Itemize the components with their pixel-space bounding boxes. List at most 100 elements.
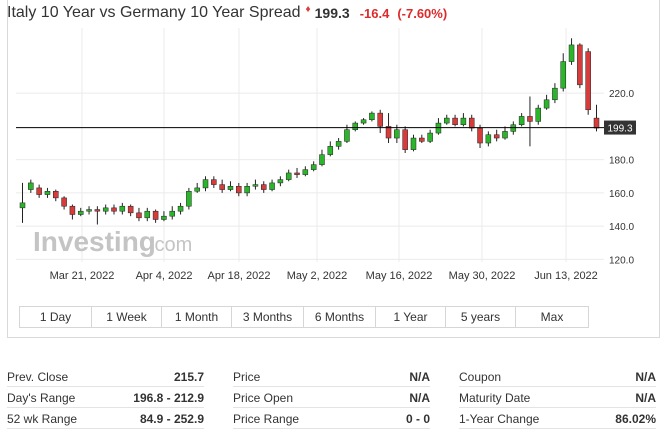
- candle-up: [302, 169, 309, 175]
- range-max[interactable]: Max: [540, 310, 564, 324]
- y-tick-label: 160.0: [609, 189, 634, 200]
- candle-down: [593, 117, 600, 129]
- stat-value: 196.8 - 212.9: [133, 390, 204, 405]
- candle-up: [560, 61, 566, 89]
- candle-up: [543, 99, 550, 109]
- candle-up: [277, 179, 284, 184]
- candle-down: [152, 210, 159, 220]
- candle-down: [211, 179, 217, 185]
- range-1-week[interactable]: 1 Week: [92, 307, 162, 327]
- candle-up: [552, 87, 558, 101]
- range-1-month[interactable]: 1 Month: [162, 307, 232, 327]
- candle-up: [310, 164, 317, 170]
- candle-up: [194, 187, 200, 192]
- stat-label: Day's Range: [7, 390, 76, 405]
- last-price-tag: [604, 120, 636, 135]
- candle-down: [127, 205, 134, 214]
- candle-up: [77, 210, 84, 215]
- candle-up: [427, 132, 433, 142]
- x-tick-label: Apr 4, 2022: [136, 270, 193, 282]
- candle-down: [452, 117, 458, 125]
- range-6-months[interactable]: 6 Months: [304, 307, 376, 327]
- candle-up: [410, 137, 417, 150]
- candlestick-chart: 120.0 140.0 160.0 180.0 220.0 Mar 21, 2022 Apr…: [16, 28, 636, 282]
- stat-row: Price Range 0 - 0: [233, 409, 430, 429]
- stat-label: Price Range: [233, 411, 300, 426]
- candle-down: [36, 187, 42, 195]
- range-5-years[interactable]: 5 years: [446, 307, 516, 327]
- chart-header: Italy 10 Year vs Germany 10 Year Spread …: [7, 2, 447, 24]
- candle-up: [86, 209, 92, 212]
- range-1-year[interactable]: 1 Year: [376, 307, 446, 327]
- candle-up: [161, 215, 167, 220]
- stat-row: Day's Range 196.8 - 212.9: [7, 388, 204, 408]
- candle-down: [419, 137, 425, 142]
- candle-up: [485, 134, 492, 144]
- price-change-percent: (-7.60%): [397, 5, 448, 21]
- x-tick-label: May 30, 2022: [449, 270, 516, 282]
- range-1-day[interactable]: 1 Day: [20, 307, 92, 327]
- last-price-tag-label: 199.3: [607, 124, 632, 135]
- stat-label: 52 wk Range: [7, 411, 78, 426]
- candle-up: [444, 117, 450, 124]
- stat-value: 0 - 0: [405, 411, 430, 426]
- candle-up: [252, 184, 259, 187]
- candle-up: [169, 210, 175, 217]
- x-tick-label: Jun 13, 2022: [534, 270, 598, 282]
- candle-down: [294, 172, 300, 175]
- stat-value: 215.7: [173, 369, 204, 384]
- price-change: -16.4: [359, 5, 390, 21]
- stat-label: Price Open: [233, 390, 294, 405]
- chart-panel: [7, 0, 660, 338]
- candle-up: [568, 44, 575, 62]
- alert-star-icon[interactable]: ♦: [305, 3, 311, 15]
- candle-up: [327, 146, 334, 155]
- y-tick-label: 140.0: [609, 222, 634, 233]
- candle-up: [518, 116, 525, 125]
- stat-value: N/A: [409, 390, 430, 405]
- instrument-title: Italy 10 Year vs Germany 10 Year Spread: [7, 4, 301, 21]
- stat-value: 84.9 - 252.9: [139, 411, 204, 426]
- candle-down: [585, 51, 591, 111]
- x-tick-label: May 16, 2022: [366, 270, 433, 282]
- stat-label: 1-Year Change: [459, 411, 540, 426]
- y-tick-label: 220.0: [609, 89, 634, 100]
- candle-up: [186, 190, 192, 207]
- stat-row: Prev. Close 215.7: [7, 367, 204, 387]
- candle-up: [28, 182, 34, 190]
- candle-down: [527, 116, 533, 122]
- candle-up: [502, 131, 508, 139]
- candle-down: [385, 126, 392, 139]
- stat-row: Maturity Date N/A: [459, 388, 656, 408]
- candle-up: [352, 122, 359, 130]
- candle-down: [477, 127, 483, 144]
- stat-row: Price Open N/A: [233, 388, 430, 408]
- last-price: 199.3: [314, 5, 350, 21]
- candle-up: [44, 190, 51, 195]
- candle-down: [493, 134, 500, 139]
- y-tick-label: 180.0: [609, 156, 634, 167]
- candle-up: [269, 182, 275, 190]
- candle-down: [236, 186, 242, 194]
- stat-value: 86.02%: [615, 411, 656, 426]
- candle-up: [227, 186, 234, 190]
- stat-label: Prev. Close: [7, 369, 69, 384]
- candle-down: [260, 184, 267, 190]
- stat-value: N/A: [635, 390, 656, 405]
- range-3-months[interactable]: 3 Months: [232, 307, 304, 327]
- candle-down: [53, 190, 59, 199]
- candle-down: [136, 212, 142, 219]
- candle-up: [19, 202, 26, 209]
- candle-up: [360, 119, 367, 124]
- x-tick-label: Mar 21, 2022: [50, 270, 115, 282]
- candle-down: [577, 44, 583, 86]
- candle-up: [102, 207, 109, 212]
- stat-row: 1-Year Change 86.02%: [459, 409, 656, 429]
- candle-up: [244, 186, 250, 194]
- x-tick-label: Apr 18, 2022: [208, 270, 271, 282]
- candle-down: [61, 197, 67, 207]
- candle-up: [144, 210, 151, 219]
- time-range-selector: 1 Day 1 Week 1 Month 3 Months 6 Months 1 Year…: [19, 306, 589, 328]
- candle-down: [219, 184, 225, 190]
- x-tick-label: May 2, 2022: [287, 270, 348, 282]
